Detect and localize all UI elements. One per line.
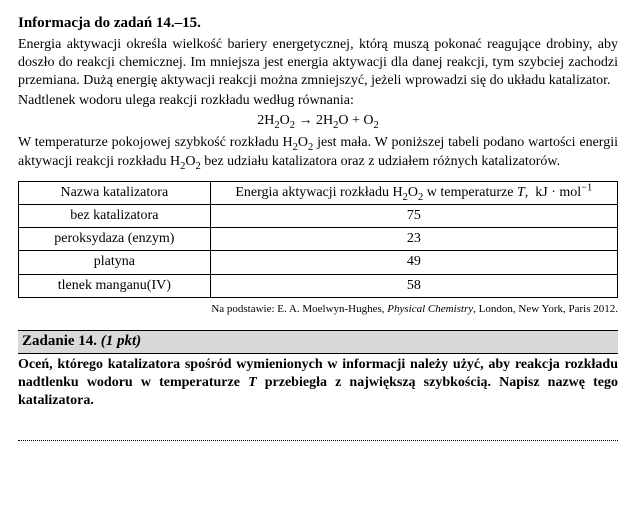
table-row: tlenek manganu(IV) 58	[19, 274, 618, 297]
task-points: (1 pkt)	[101, 333, 141, 349]
reaction-equation: 2H2O2 → 2H2O + O2	[18, 112, 618, 130]
info-paragraph-3: W temperaturze pokojowej szybkość rozkła…	[18, 134, 618, 170]
catalyst-name-cell: tlenek manganu(IV)	[19, 274, 211, 297]
catalyst-name-cell: bez katalizatora	[19, 205, 211, 228]
catalyst-name-cell: platyna	[19, 251, 211, 274]
table-header-energy: Energia aktywacji rozkładu H2O2 w temper…	[210, 181, 617, 204]
table-row: peroksydaza (enzym) 23	[19, 228, 618, 251]
task-body: Oceń, którego katalizatora spośród wymie…	[18, 356, 618, 411]
catalyst-name-cell: peroksydaza (enzym)	[19, 228, 211, 251]
catalyst-value-cell: 58	[210, 274, 617, 297]
table-row: bez katalizatora 75	[19, 205, 618, 228]
task-header-bar: Zadanie 14. (1 pkt)	[18, 330, 618, 354]
activation-energy-table: Nazwa katalizatora Energia aktywacji roz…	[18, 181, 618, 298]
answer-line	[18, 440, 618, 441]
citation: Na podstawie: E. A. Moelwyn-Hughes, Phys…	[18, 302, 618, 316]
info-paragraph-1: Energia aktywacji określa wielkość barie…	[18, 36, 618, 91]
catalyst-value-cell: 75	[210, 205, 617, 228]
table-header-name: Nazwa katalizatora	[19, 181, 211, 204]
catalyst-value-cell: 23	[210, 228, 617, 251]
table-row: platyna 49	[19, 251, 618, 274]
table-header-row: Nazwa katalizatora Energia aktywacji roz…	[19, 181, 618, 204]
task-number: Zadanie 14.	[22, 333, 97, 349]
info-paragraph-2: Nadtlenek wodoru ulega reakcji rozkładu …	[18, 92, 618, 110]
catalyst-value-cell: 49	[210, 251, 617, 274]
info-heading: Informacja do zadań 14.–15.	[18, 14, 618, 34]
